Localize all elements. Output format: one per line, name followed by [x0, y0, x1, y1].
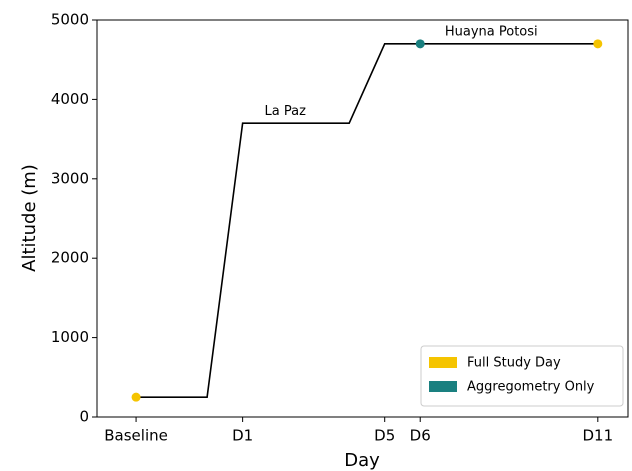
- x-tick-label: D6: [410, 427, 431, 445]
- y-tick-label: 2000: [51, 249, 89, 267]
- y-tick-label: 5000: [51, 11, 89, 29]
- legend-swatch: [429, 357, 457, 368]
- point: [131, 392, 141, 402]
- x-tick-label: D5: [374, 427, 395, 445]
- plot-frame: [96, 19, 629, 418]
- x-axis-label: Day: [344, 450, 380, 471]
- y-tick-label: 0: [79, 408, 89, 426]
- y-tick-label: 3000: [51, 169, 89, 187]
- x-tick-label: D1: [232, 427, 253, 445]
- y-tick-label: 1000: [51, 328, 89, 346]
- x-tick-label: D11: [582, 427, 613, 445]
- y-axis-label: Altitude (m): [19, 164, 40, 272]
- annotation: La Paz: [265, 104, 307, 119]
- legend-label: Full Study Day: [467, 356, 561, 371]
- point: [415, 39, 425, 49]
- legend-swatch: [429, 381, 457, 392]
- legend-label: Aggregometry Only: [467, 380, 595, 395]
- point: [593, 39, 603, 49]
- annotation: Huayna Potosi: [445, 24, 538, 39]
- legend-box: [420, 345, 624, 407]
- y-tick-label: 4000: [51, 90, 89, 108]
- altitude-line: [136, 43, 598, 398]
- x-tick-label: Baseline: [104, 427, 168, 445]
